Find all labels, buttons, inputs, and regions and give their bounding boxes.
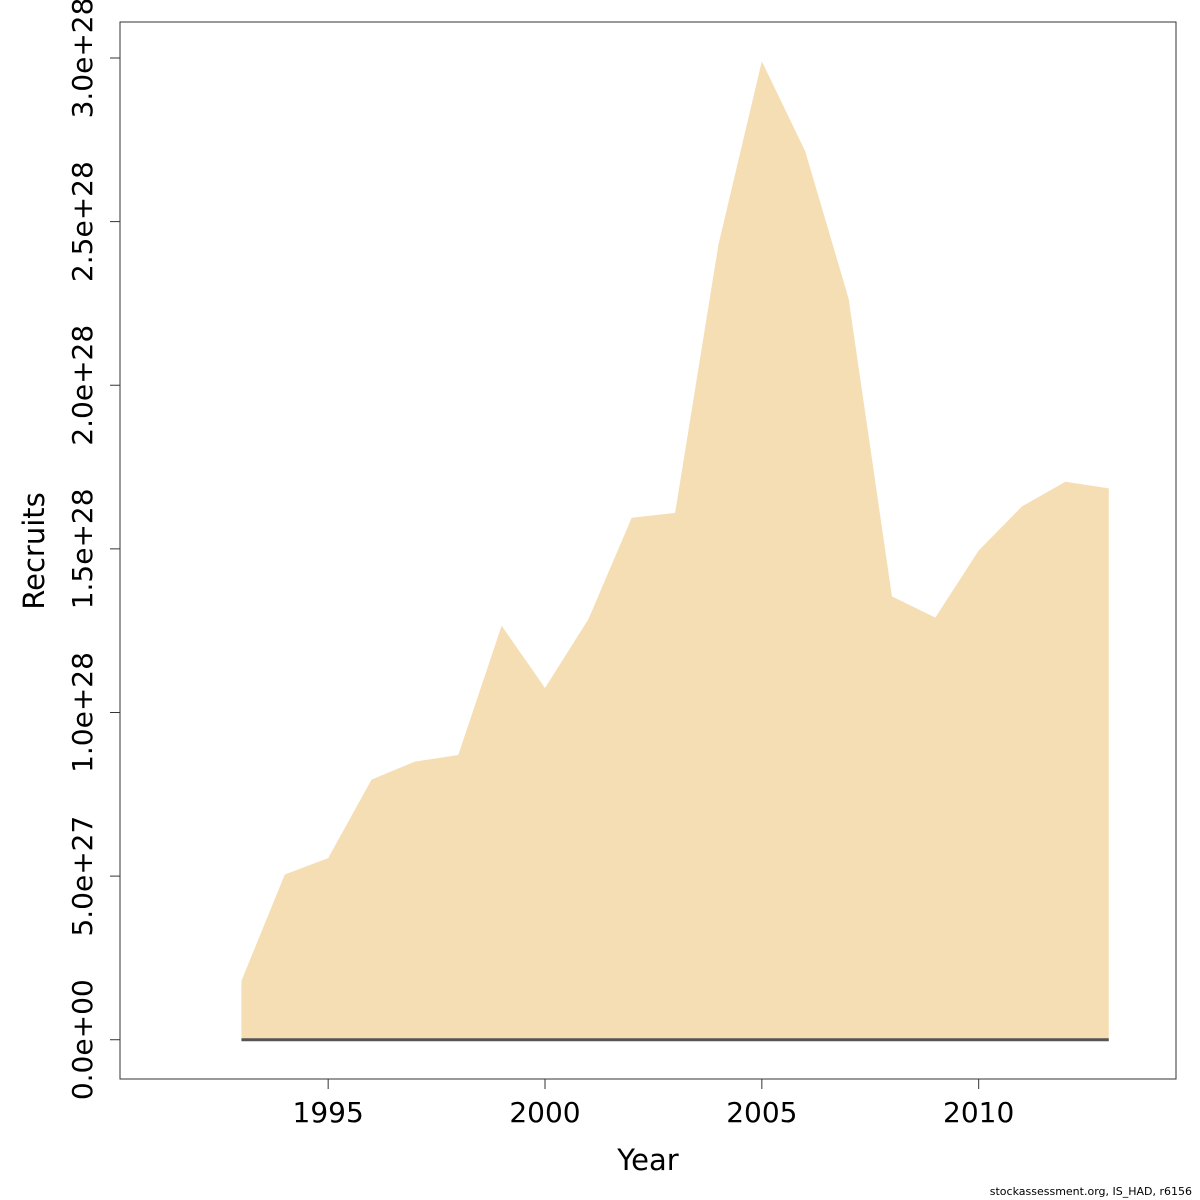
recruits-area [241,61,1109,1040]
x-tick-label-2005: 2005 [726,1096,797,1129]
y-axis-title: Recruits [17,492,51,609]
x-tick-label-2000: 2000 [509,1096,580,1129]
x-tick-label-2010: 2010 [943,1096,1014,1129]
plot-frame [119,21,1177,1080]
y-tick-label-2: 1.0e+28 [66,652,99,773]
y-tick-label-4: 2.0e+28 [66,325,99,446]
y-tick-label-0: 0.0e+00 [66,979,99,1100]
x-tick-label-1995: 1995 [293,1096,364,1129]
y-tick-label-6: 3.0e+28 [66,0,99,118]
y-tick-label-1: 5.0e+27 [66,816,99,937]
x-axis-title: Year [616,1143,678,1177]
y-tick-label-3: 1.5e+28 [66,488,99,609]
y-tick-label-5: 2.5e+28 [66,161,99,282]
credit-text: stockassessment.org, IS_HAD, r6156 [989,1185,1192,1198]
